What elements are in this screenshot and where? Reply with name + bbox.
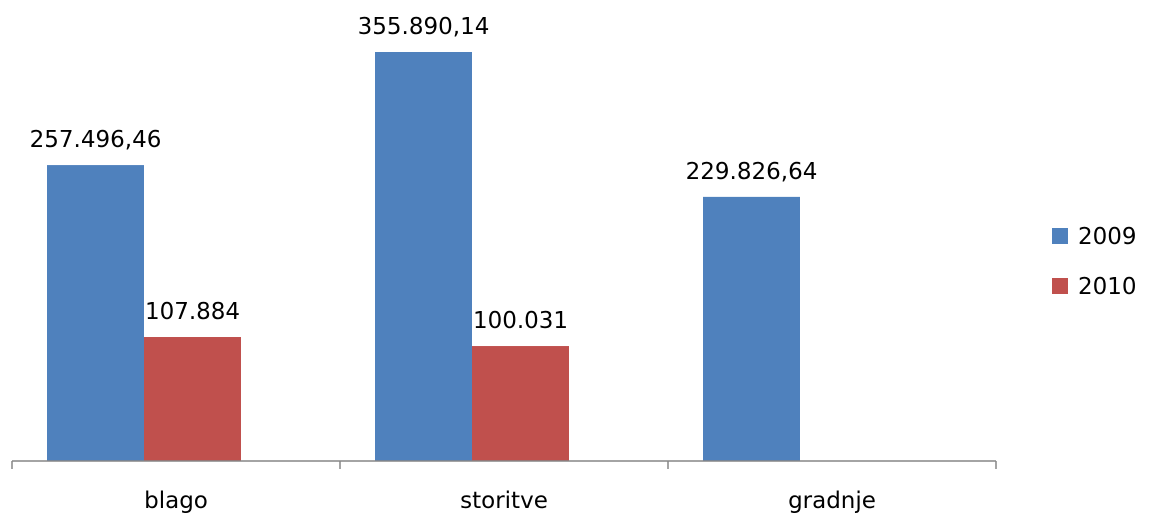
data-label-blago-2009: 257.496,46: [30, 127, 162, 153]
legend: 2009 2010: [1052, 224, 1137, 300]
data-label-storitve-2010: 100.031: [473, 308, 568, 334]
x-tick-label-blago: blago: [144, 488, 208, 514]
bar-blago-2009: [47, 165, 144, 461]
data-label-gradnje-2009: 229.826,64: [686, 159, 818, 185]
legend-swatch-2010: [1052, 278, 1068, 294]
legend-label-2010: 2010: [1078, 274, 1137, 300]
legend-label-2009: 2009: [1078, 224, 1137, 250]
data-label-storitve-2009: 355.890,14: [358, 14, 490, 40]
bar-gradnje-2009: [703, 196, 800, 461]
x-tick-label-gradnje: gradnje: [788, 488, 876, 514]
x-axis: blago storitve gradnje: [11, 460, 997, 514]
data-labels: 257.496,46 107.884 355.890,14 100.031 229.82…: [30, 14, 818, 334]
legend-swatch-2009: [1052, 228, 1068, 244]
bar-storitve-2010: [472, 346, 569, 461]
bar-storitve-2009: [375, 52, 472, 461]
bar-blago-2010: [144, 337, 241, 461]
bars-layer: [47, 52, 800, 461]
data-label-blago-2010: 107.884: [145, 299, 240, 325]
x-tick-label-storitve: storitve: [460, 488, 548, 514]
